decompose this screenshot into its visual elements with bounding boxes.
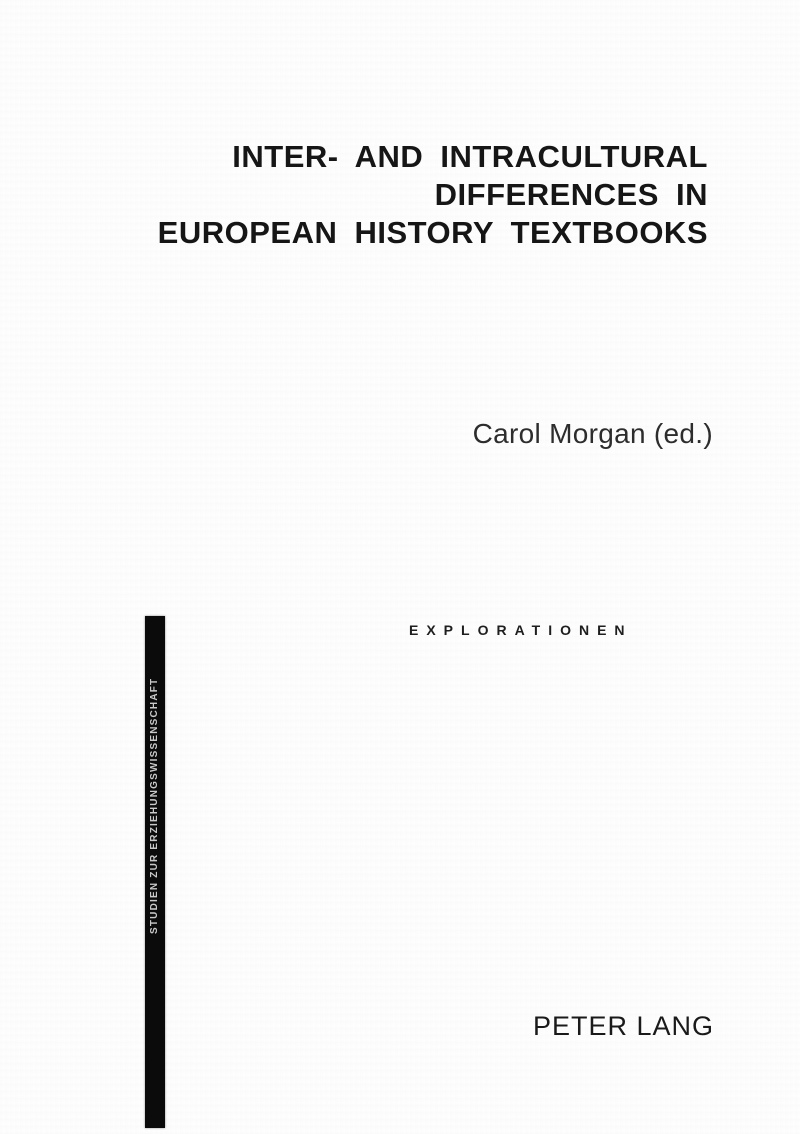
series-title: EXPLORATIONEN xyxy=(409,622,633,638)
editor-name: Carol Morgan (ed.) xyxy=(472,418,713,449)
book-title: INTER- AND INTRACULTURAL DIFFERENCES IN … xyxy=(120,138,708,252)
spine-bar: STUDIEN ZUR ERZIEHUNGSWISSENSCHAFT xyxy=(145,616,165,1128)
title-line-1: INTER- AND INTRACULTURAL xyxy=(232,139,708,174)
publisher-name: PETER LANG xyxy=(532,1011,714,1041)
spine-series-text: STUDIEN ZUR ERZIEHUNGSWISSENSCHAFT xyxy=(149,677,160,934)
title-line-3: EUROPEAN HISTORY TEXTBOOKS xyxy=(157,215,708,250)
title-line-2: DIFFERENCES IN xyxy=(434,177,708,212)
